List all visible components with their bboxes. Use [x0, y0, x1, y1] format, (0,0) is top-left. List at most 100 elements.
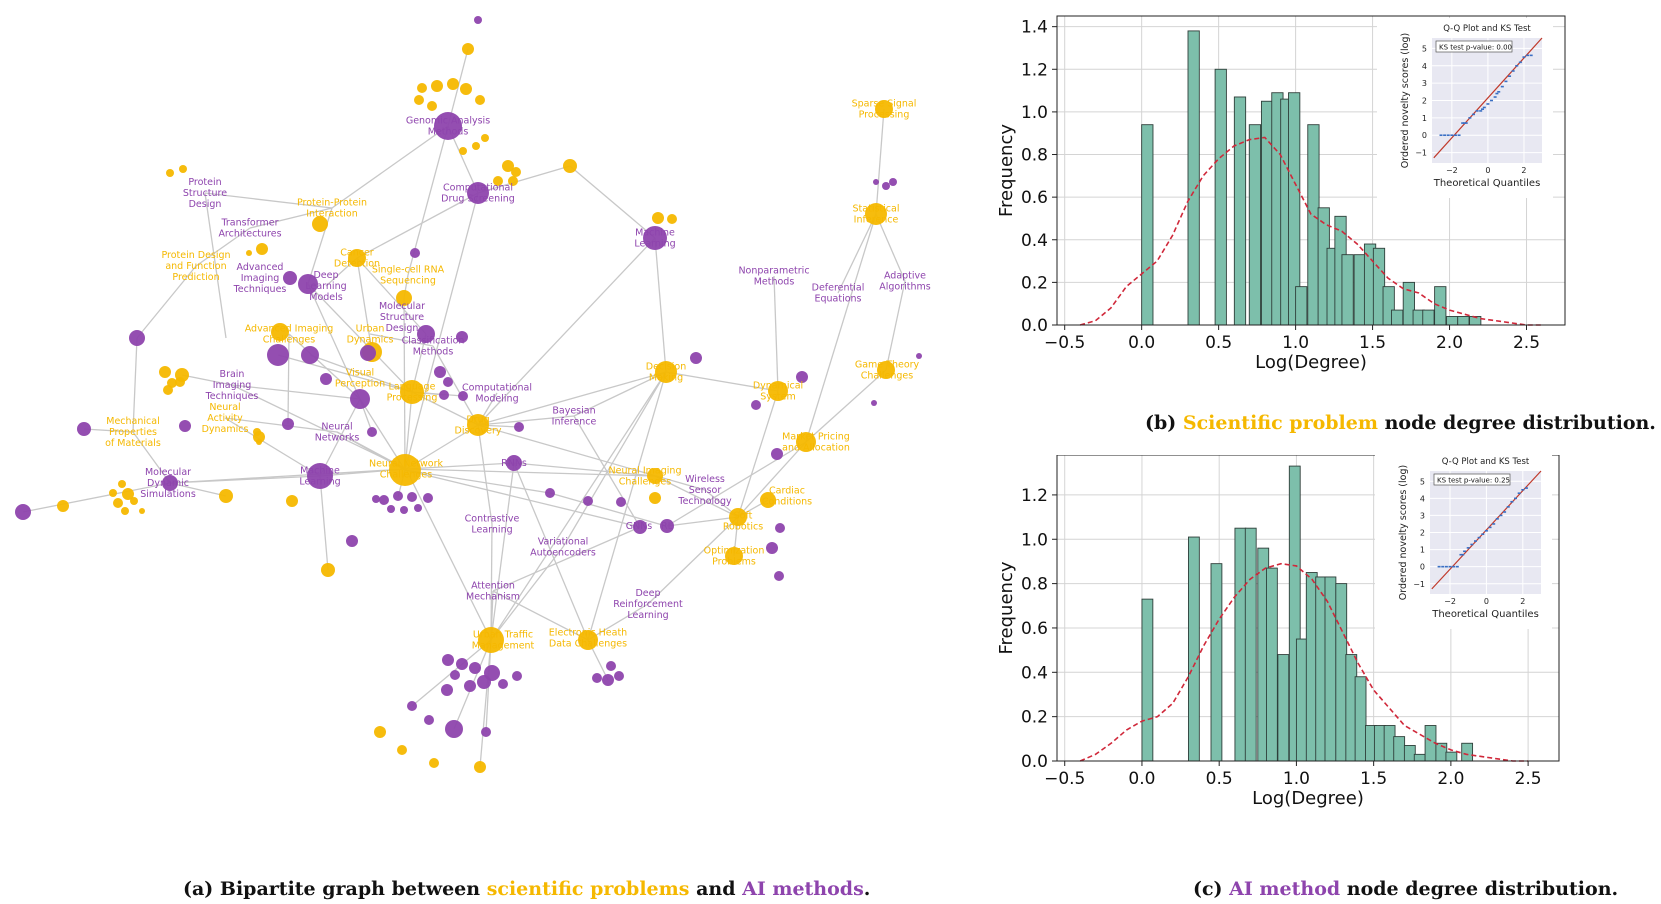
problem-node — [725, 547, 743, 565]
graph-edge — [404, 469, 641, 528]
caption-a-middle: and — [689, 878, 743, 900]
graph-edge — [666, 516, 739, 527]
node-label: Neural Imaging Challenges — [609, 466, 682, 488]
graph-edge — [875, 108, 885, 215]
graph-edge — [277, 354, 413, 393]
graph-edge — [204, 192, 227, 339]
graph-edges — [22, 48, 906, 768]
histogram-bar — [1413, 753, 1426, 762]
graph-edge — [513, 462, 589, 641]
problem-node — [286, 495, 298, 507]
histogram-bar — [1422, 309, 1435, 326]
graph-edge — [647, 516, 739, 605]
qq-point — [1457, 134, 1461, 137]
method-node — [643, 226, 667, 250]
method-node — [450, 670, 460, 680]
graph-nodes — [15, 16, 922, 773]
graph-edge — [309, 354, 413, 393]
histogram-bar — [1277, 654, 1290, 762]
method-node — [267, 344, 289, 366]
node-label: Soft Robotics — [723, 511, 763, 533]
qq-point — [1524, 487, 1528, 489]
x-tick-label: 1.5 — [1360, 769, 1387, 789]
method-node — [367, 427, 377, 437]
node-label: Computational Modeling — [462, 383, 532, 405]
node-label: Neural Network Challenges — [369, 459, 444, 481]
problem-node — [667, 214, 677, 224]
method-node — [506, 455, 522, 471]
method-node — [616, 497, 626, 507]
qq-point — [1437, 565, 1441, 568]
method-node — [498, 679, 508, 689]
qq-point — [1495, 92, 1499, 95]
qq-point — [1448, 565, 1452, 568]
qq-point — [1486, 103, 1490, 105]
problem-node — [253, 428, 261, 436]
ks-annotation-box — [1435, 40, 1513, 53]
inset-y-tick: 4 — [1422, 62, 1427, 71]
method-node — [514, 422, 524, 432]
inset-y-label: Ordered novelty scores (log) — [1400, 33, 1411, 168]
method-node — [456, 658, 468, 670]
node-label: Nonparametric Methods — [738, 266, 809, 288]
caption-c-prefix: (c) — [1193, 878, 1230, 900]
graph-edge — [513, 462, 656, 477]
problem-node — [427, 101, 437, 111]
inset-y-tick: 5 — [1420, 477, 1425, 486]
method-node — [467, 182, 489, 204]
y-tick-label: 1.2 — [1021, 60, 1048, 80]
inset-x-label: Theoretical Quantiles — [1431, 609, 1539, 620]
node-label: Protein Design and Function Prediction — [161, 250, 230, 283]
x-tick-label: 0.0 — [1128, 769, 1155, 789]
inset-y-tick: 5 — [1422, 44, 1427, 53]
graph-edge — [837, 213, 877, 294]
histogram-bar — [1335, 583, 1348, 762]
graph-edge — [307, 283, 413, 393]
graph-edge — [204, 192, 333, 209]
node-label: Classification Methods — [402, 336, 465, 358]
problem-node — [219, 489, 233, 503]
problem-node — [729, 508, 747, 526]
problem-node — [396, 290, 412, 306]
node-label: Attention Mechanism — [466, 581, 520, 603]
histogram-bar — [1341, 254, 1354, 326]
histogram-bar — [1354, 676, 1367, 762]
problem-node — [130, 497, 138, 505]
histogram-bar — [1295, 638, 1308, 762]
graph-edge — [805, 213, 877, 443]
caption-b-highlight: Scientific problem — [1182, 412, 1378, 434]
method-node — [387, 505, 395, 513]
qq-point — [1470, 543, 1474, 546]
graph-edge — [319, 398, 361, 477]
histogram-bar — [1244, 527, 1257, 762]
histogram-bar — [1446, 316, 1459, 326]
inset-y-tick: 4 — [1420, 494, 1425, 503]
qq-point — [1481, 533, 1485, 536]
qq-point — [1473, 540, 1477, 542]
method-node — [916, 353, 922, 359]
x-tick-label: 1.5 — [1359, 333, 1386, 353]
graph-edge — [805, 369, 887, 443]
qq-point — [1479, 110, 1483, 112]
method-node — [407, 492, 417, 502]
graph-edge — [477, 165, 571, 194]
graph-edge — [231, 384, 361, 400]
node-label: Visual Perception — [335, 368, 385, 390]
histogram-bar — [1324, 576, 1337, 762]
ks-annotation: KS test p-value: 0.00 — [1439, 44, 1512, 52]
qq-point — [1503, 511, 1507, 513]
problem-node — [493, 176, 503, 186]
method-node — [871, 400, 877, 406]
qq-point — [1500, 85, 1504, 88]
inset-y-tick: 2 — [1422, 97, 1427, 106]
x-tick-label: 2.5 — [1513, 333, 1540, 353]
caption-c-suffix: node degree distribution. — [1340, 878, 1619, 900]
histogram-bars — [1141, 465, 1474, 762]
qq-point — [1506, 506, 1510, 508]
histogram-bar — [1214, 68, 1227, 326]
node-label: Transformer Architectures — [218, 218, 281, 240]
graph-labels: Genomic Analysis Methods Computational Drug… — [105, 99, 931, 652]
y-tick-label: 0.0 — [1021, 752, 1048, 772]
x-axis-label: Log(Degree) — [1255, 352, 1367, 373]
qq-point — [1464, 122, 1468, 124]
